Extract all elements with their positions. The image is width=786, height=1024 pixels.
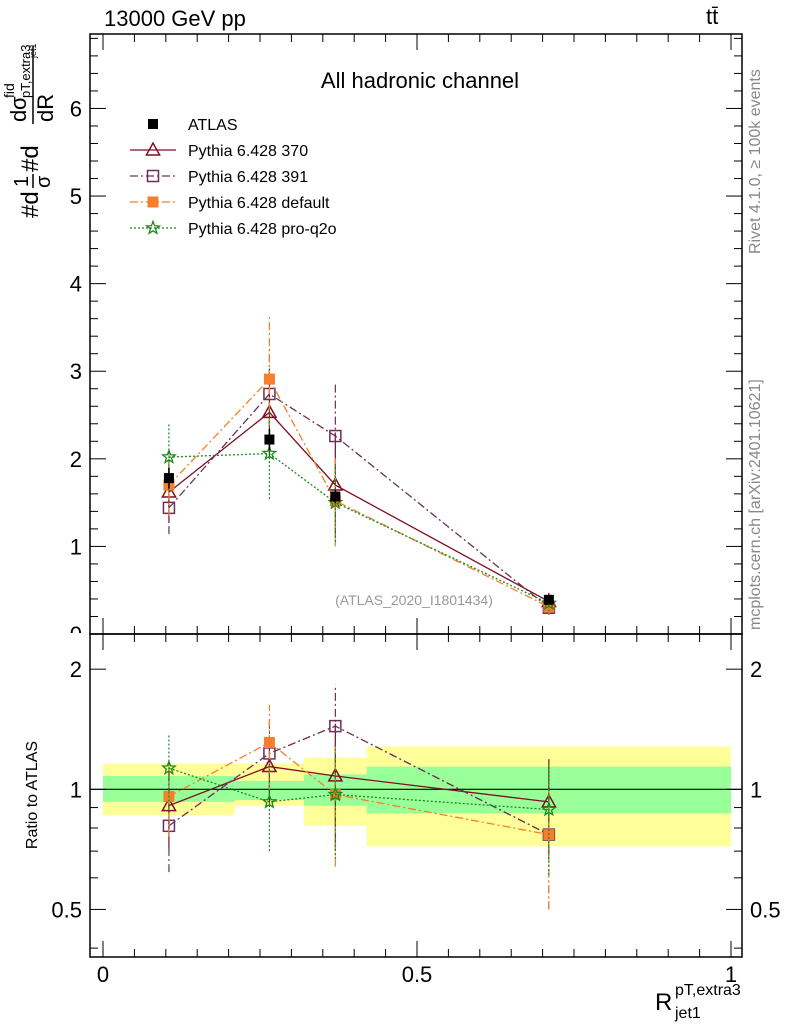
x-tick-label: 1 (725, 962, 737, 987)
marker-square (263, 737, 275, 749)
x-tick-label: 0 (97, 962, 109, 987)
marker-square (330, 491, 341, 502)
series-line (168, 411, 550, 603)
legend-label: Pythia 6.428 pro-q2o (188, 221, 337, 238)
ratio-y-tick-label-right: 1 (750, 777, 762, 802)
y-label-den: dR (33, 94, 58, 122)
marker-square (147, 196, 159, 208)
marker-triangle (145, 141, 161, 156)
ratio-y-axis-label: Ratio to ATLAS (24, 741, 41, 849)
y-label-prefix: #d (17, 191, 44, 218)
y-tick-label: 5 (70, 184, 82, 209)
marker-square (148, 119, 158, 129)
marker-star (144, 219, 162, 235)
ratio-y-tick-label: 0.5 (51, 897, 82, 922)
x-axis-label-sub: jet1 (674, 1005, 701, 1022)
series-line (168, 452, 550, 604)
legend-label: Pythia 6.428 370 (188, 143, 308, 160)
ratio-y-tick-label-right: 0.5 (750, 897, 781, 922)
marker-square (543, 594, 554, 605)
marker-triangle (161, 797, 177, 812)
x-tick-label: 0.5 (402, 962, 433, 987)
y-label-one: 1 (11, 176, 33, 187)
process-label: tt̄ (706, 4, 719, 29)
marker-square-open (329, 429, 342, 443)
series-line (168, 393, 550, 609)
ratio-y-tick-label: 1 (70, 777, 82, 802)
series-ratio-line (168, 741, 549, 836)
y-tick-label: 3 (70, 359, 82, 384)
energy-label: 13000 GeV pp (104, 6, 246, 31)
marker-square-open (146, 169, 160, 183)
y-label-num-sub: pT,extra3 (18, 45, 33, 98)
x-axis-label-sup: pT,extra3 (675, 982, 741, 999)
ratio-plot-frame (89, 633, 743, 958)
ratio-y-tick-label-right: 2 (750, 657, 762, 682)
x-axis-label-base: R (655, 989, 672, 1016)
legend-label: Pythia 6.428 391 (188, 169, 308, 186)
legend-label: ATLAS (188, 117, 238, 134)
marker-star (327, 786, 344, 802)
y-tick-label: 6 (70, 96, 82, 121)
analysis-watermark: (ATLAS_2020_I1801434) (335, 592, 493, 608)
marker-star (160, 759, 177, 776)
y-label-num-sigma: σ (6, 96, 31, 110)
marker-star (540, 800, 557, 817)
y-tick-label: 1 (70, 534, 82, 559)
ratio-y-tick-label: 2 (70, 657, 82, 682)
y-label-num-d: d (6, 110, 31, 122)
series-line (168, 378, 550, 608)
y-tick-label: 0 (70, 622, 82, 647)
marker-square (264, 434, 275, 445)
y-label-num-sup: fid (1, 83, 17, 98)
marker-star (160, 448, 177, 464)
y-tick-label: 4 (70, 272, 82, 297)
marker-square (263, 373, 275, 385)
chart-title: All hadronic channel (321, 68, 519, 93)
marker-star (261, 445, 278, 461)
series-ratio-line (168, 765, 549, 807)
series-ratio-line (168, 767, 549, 811)
marker-star (261, 793, 278, 809)
y-label-sigma: σ (33, 175, 55, 188)
legend-label: Pythia 6.428 default (188, 195, 330, 212)
y-tick-label: 2 (70, 447, 82, 472)
y-label-mid: #d (17, 145, 44, 172)
marker-square-open (329, 719, 342, 733)
marker-square (163, 473, 174, 484)
